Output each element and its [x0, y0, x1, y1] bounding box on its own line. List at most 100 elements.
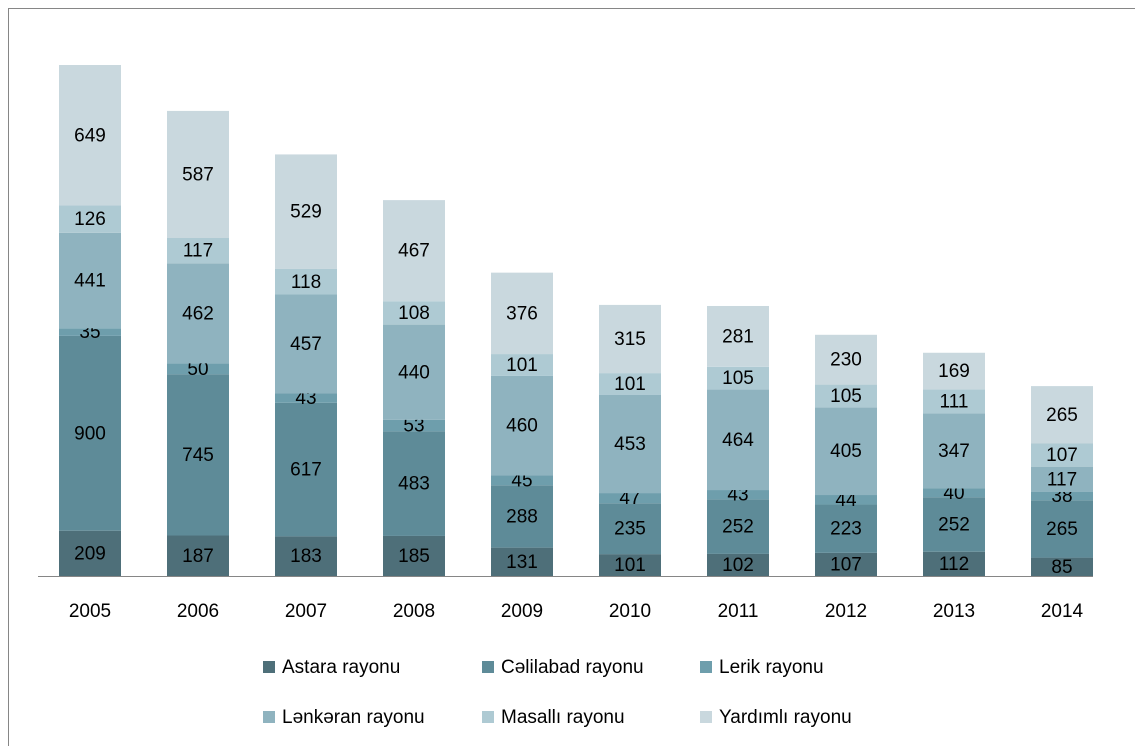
value-label: 47 — [619, 488, 640, 509]
value-label: 347 — [938, 441, 970, 462]
value-label: 405 — [830, 441, 862, 462]
bar-segment — [167, 110, 229, 239]
value-label: 118 — [291, 272, 321, 293]
x-tick-label: 2014 — [1041, 601, 1084, 622]
value-label: 453 — [614, 434, 646, 455]
bar-segment — [383, 324, 445, 420]
value-label: 185 — [398, 546, 430, 567]
bar-segment — [815, 504, 877, 553]
value-label: 126 — [74, 209, 106, 230]
bar-segment — [275, 294, 337, 394]
x-tick-label: 2013 — [933, 601, 975, 622]
legend-swatch — [482, 661, 494, 673]
bar-segment — [383, 419, 445, 432]
value-label: 53 — [403, 416, 424, 437]
value-label: 223 — [830, 519, 862, 540]
value-label: 50 — [187, 359, 208, 380]
bar-segment — [275, 154, 337, 269]
value-label: 169 — [938, 361, 970, 382]
value-label: 117 — [183, 241, 213, 262]
bar-segment — [167, 535, 229, 576]
value-label: 105 — [830, 386, 862, 407]
value-label: 288 — [506, 506, 538, 527]
value-label: 101 — [506, 355, 538, 376]
x-tick-label: 2007 — [285, 601, 327, 622]
bar-segment — [491, 354, 553, 376]
value-label: 462 — [182, 303, 214, 324]
bar-segment — [923, 389, 985, 414]
bar-segment — [491, 272, 553, 355]
bar-segment — [167, 374, 229, 536]
value-label: 376 — [506, 303, 538, 324]
legend-swatch — [482, 711, 494, 723]
bar-segment — [491, 485, 553, 548]
bar-segment — [599, 503, 661, 555]
bar-segment — [1031, 443, 1093, 467]
value-label: 183 — [290, 546, 322, 567]
bar-segment — [167, 238, 229, 264]
bar-segment — [59, 65, 121, 206]
x-tick-label: 2008 — [393, 601, 435, 622]
legend-label: Yardımlı rayonu — [719, 707, 852, 728]
bar-segment — [599, 304, 661, 374]
bar-segment — [275, 402, 337, 537]
bar-segment — [59, 205, 121, 233]
value-label: 105 — [722, 368, 754, 389]
legend-label: Masallı rayonu — [501, 707, 625, 728]
value-label: 235 — [614, 519, 646, 540]
bar-segment — [1031, 491, 1093, 501]
bar-segment — [707, 553, 769, 576]
value-label: 131 — [506, 552, 538, 573]
bar-segment — [167, 263, 229, 364]
value-label: 441 — [74, 271, 106, 292]
chart-frame — [8, 8, 1135, 746]
bar-segment — [599, 373, 661, 395]
bar-segment — [383, 535, 445, 576]
value-label: 457 — [290, 334, 322, 355]
bar-segment — [815, 334, 877, 385]
value-label: 460 — [506, 416, 538, 437]
value-label: 252 — [722, 517, 754, 538]
value-label: 745 — [182, 445, 214, 466]
bar-segment — [923, 413, 985, 489]
value-label: 900 — [74, 423, 106, 444]
bar-segment — [707, 490, 769, 500]
bar-segment — [1031, 557, 1093, 576]
value-label: 102 — [722, 555, 754, 576]
legend-swatch — [700, 661, 712, 673]
bar-segment — [491, 547, 553, 576]
value-label: 45 — [511, 470, 532, 491]
value-label: 617 — [290, 460, 322, 481]
bar-segment — [815, 552, 877, 576]
legend-swatch — [700, 711, 712, 723]
bar-segment — [815, 407, 877, 496]
value-label: 101 — [614, 555, 646, 576]
value-label: 111 — [940, 391, 969, 412]
legend-label: Lerik rayonu — [719, 657, 824, 678]
bar-segment — [707, 389, 769, 491]
legend-swatch — [263, 711, 275, 723]
bar-segment — [491, 375, 553, 476]
legend-label: Lənkəran rayonu — [282, 707, 425, 728]
bar-segment — [599, 493, 661, 504]
bar-segment — [167, 363, 229, 375]
x-tick-label: 2011 — [718, 601, 759, 622]
bar-segment — [383, 431, 445, 536]
legend-swatch — [263, 661, 275, 673]
bar-segment — [815, 495, 877, 505]
value-label: 209 — [74, 543, 106, 564]
bar-segment — [707, 366, 769, 390]
bar-segment — [275, 536, 337, 576]
bar-segment — [599, 394, 661, 494]
value-label: 108 — [398, 303, 430, 324]
value-label: 483 — [398, 474, 430, 495]
bar-segment — [1031, 500, 1093, 558]
value-label: 315 — [614, 329, 646, 350]
legend-label: Astara rayonu — [282, 657, 400, 678]
bar-segment — [923, 352, 985, 390]
bar-segment — [59, 328, 121, 336]
bar-segment — [923, 497, 985, 552]
bar-segment — [59, 335, 121, 531]
value-label: 112 — [939, 554, 969, 575]
